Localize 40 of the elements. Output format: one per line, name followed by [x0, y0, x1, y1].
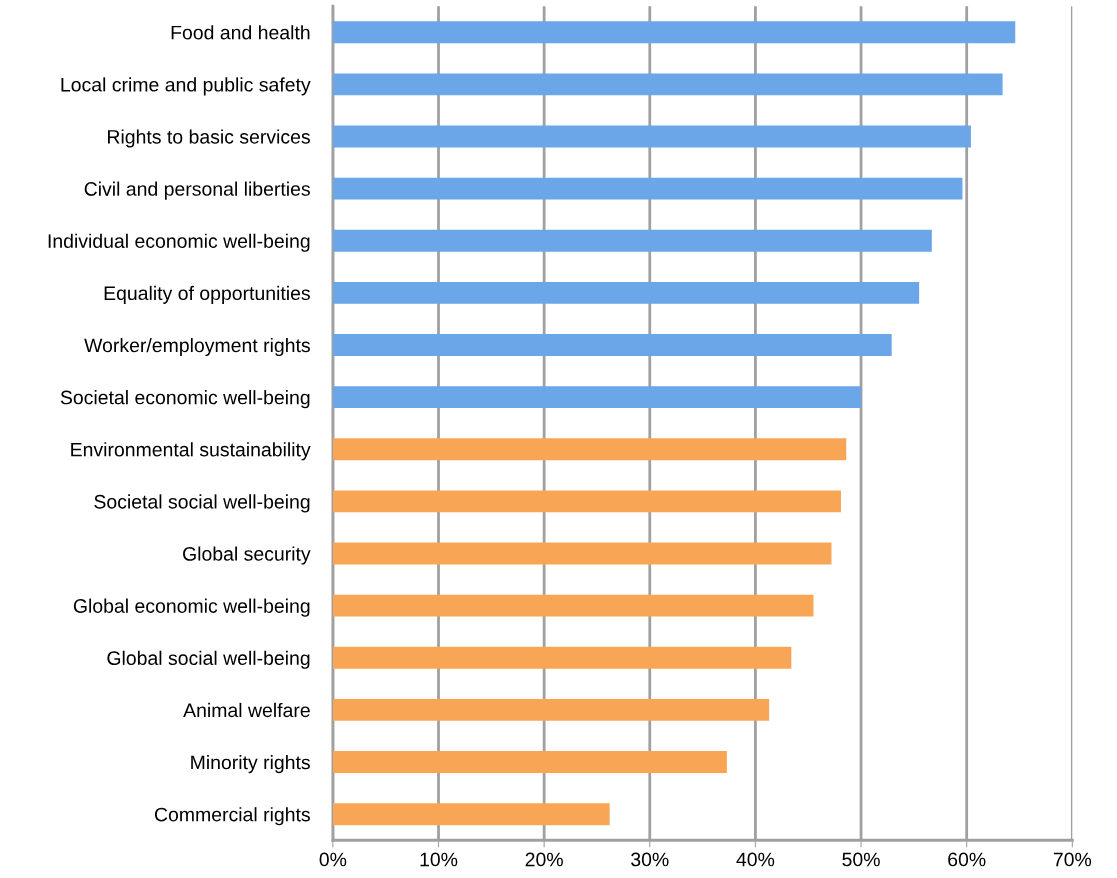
- bar: [332, 751, 727, 773]
- x-tick-label: 30%: [631, 852, 669, 867]
- y-tick-label: Global economic well-being: [73, 598, 310, 617]
- bar: [332, 281, 920, 304]
- y-tick-label: Rights to basic services: [108, 129, 310, 148]
- x-tick-label: 40%: [736, 852, 775, 867]
- bar: [332, 438, 847, 461]
- y-tick-label: Environmental sustainability: [71, 442, 311, 461]
- y-tick-label: Civil and personal liberties: [84, 181, 310, 200]
- x-tick-label: 20%: [525, 852, 563, 867]
- y-tick-label: Worker/employment rights: [84, 337, 310, 357]
- bar: [332, 490, 841, 513]
- bar: [332, 542, 832, 565]
- bar: [332, 177, 963, 200]
- y-tick-label: Commercial rights: [154, 807, 310, 826]
- y-tick-label: Local crime and public safety: [61, 77, 311, 96]
- x-tick-label: 60%: [948, 852, 986, 867]
- y-tick-label: Minority rights: [191, 755, 310, 774]
- bar: [332, 803, 610, 826]
- bar: [332, 73, 1003, 96]
- bar: [332, 386, 862, 409]
- y-tick-label: Societal social well-being: [94, 494, 310, 513]
- x-tick-label: 50%: [842, 852, 880, 867]
- y-tick-label: Global security: [183, 546, 311, 565]
- bar: [332, 646, 792, 669]
- bar: [332, 21, 1016, 44]
- y-tick-label: Animal welfare: [183, 702, 310, 718]
- bar: [332, 594, 814, 617]
- x-tick-label: 10%: [420, 852, 458, 867]
- bar: [332, 125, 971, 148]
- y-tick-label: Societal economic well-being: [60, 390, 310, 409]
- bar: [332, 229, 932, 252]
- bar: [332, 698, 770, 721]
- y-tick-label: Equality of opportunities: [104, 285, 310, 304]
- y-tick-label: Individual economic well-being: [48, 233, 310, 252]
- y-tick-label: Food and health: [171, 25, 310, 40]
- x-tick-label: 0%: [319, 852, 347, 867]
- bar: [332, 334, 892, 356]
- x-tick-label: 70%: [1053, 852, 1092, 867]
- y-tick-label: Global social well-being: [107, 650, 310, 669]
